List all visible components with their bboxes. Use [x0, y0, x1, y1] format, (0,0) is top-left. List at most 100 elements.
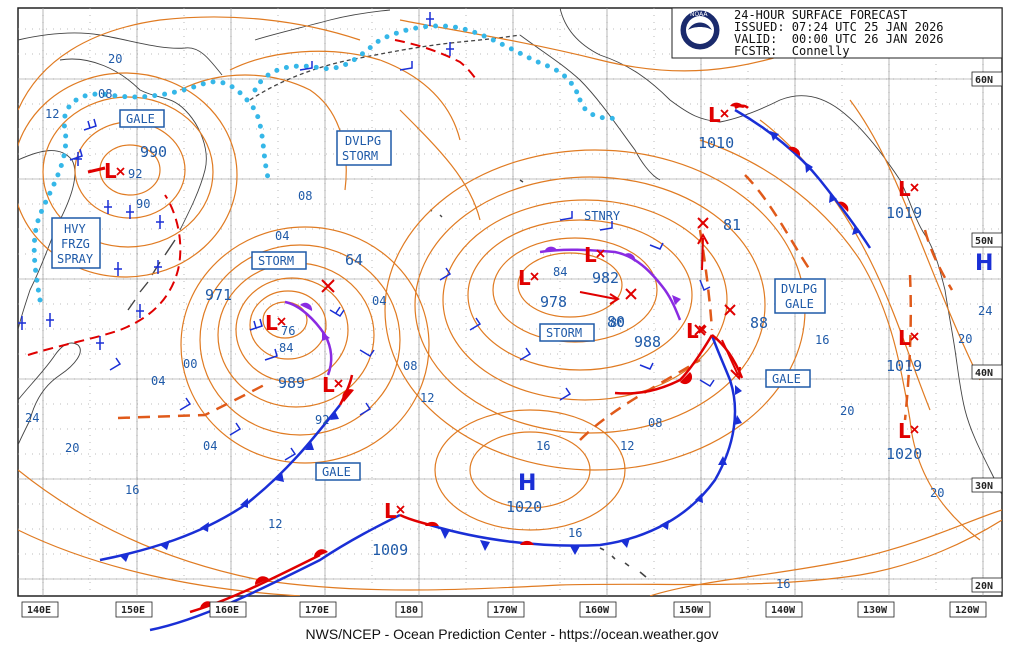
header-forecaster: FCSTR: Connelly — [734, 44, 850, 58]
isobar-label: 08 — [403, 359, 417, 373]
kamchatka-coast — [59, 58, 207, 231]
lon-130w: 130W — [863, 605, 888, 616]
gale-box-e — [765, 369, 811, 388]
pressure-88: 88 — [750, 314, 768, 332]
gale-box-nw — [119, 109, 165, 128]
pressure-989: 989 — [278, 374, 305, 392]
dvlpg-storm-box — [336, 130, 392, 166]
alaska-coast — [559, 8, 901, 181]
header-valid: VALID: 00:00 UTC 26 JAN 2026 — [734, 32, 944, 46]
pressure-80: 80 — [607, 313, 625, 331]
bc-coast — [899, 179, 956, 351]
isobar-label: 12 — [268, 517, 282, 531]
low-letter-1010: L — [708, 103, 721, 127]
isobar-label: 12 — [45, 107, 59, 121]
isobar-label: 92 — [315, 413, 329, 427]
isobar-label: 90 — [136, 197, 150, 211]
high-letter-central: H — [518, 471, 536, 496]
dvlpg-storm-line2: STORM — [342, 149, 378, 163]
japan-coast — [18, 342, 81, 446]
low-letter-1019a: L — [898, 177, 911, 201]
storm-label-c: STORM — [546, 326, 582, 340]
pressure-990: 990 — [140, 143, 167, 161]
storm-label-w: STORM — [258, 254, 294, 268]
isobar-label: 24 — [25, 411, 39, 425]
stnry-label: STNRY — [584, 209, 621, 223]
dvlpg-gale-box — [774, 278, 826, 314]
lon-120w: 120W — [955, 605, 980, 616]
pressure-64: 64 — [345, 251, 363, 269]
isobar-label: 16 — [536, 439, 550, 453]
isobar-label: 04 — [203, 439, 217, 453]
map-frame — [17, 7, 1003, 597]
isobar-label: 12 — [620, 439, 634, 453]
low-letter-1019b: L — [898, 326, 911, 350]
grid-major — [18, 8, 1002, 596]
low-x-marks — [116, 109, 919, 514]
low-letter-1020: L — [898, 419, 911, 443]
lon-150e: 150E — [121, 605, 145, 616]
squall-line — [27, 39, 479, 356]
ice-edge — [31, 23, 623, 303]
low-letter-989: L — [322, 373, 335, 397]
gale-label-nw: GALE — [126, 112, 155, 126]
pressure-1019a: 1019 — [886, 204, 922, 222]
hvy-line: HVY — [64, 222, 86, 236]
bering-coast — [254, 9, 391, 41]
pressure-982: 982 — [592, 269, 619, 287]
troughs — [117, 174, 954, 441]
longitude-labels: 140E 150E 160E 170E 180 170W 160W 150W 1… — [21, 601, 987, 618]
lon-180: 180 — [400, 605, 418, 616]
storm-box-c — [539, 323, 595, 342]
pressure-1010: 1010 — [698, 134, 734, 152]
pressure-1009: 1009 — [372, 541, 408, 559]
cold-front-barbs — [120, 131, 861, 562]
okhotsk-coast — [18, 32, 223, 76]
forecast-header: NOAA 24-HOUR SURFACE FORECAST ISSUED: 07… — [671, 7, 1003, 59]
header-issued: ISSUED: 07:24 UTC 25 JAN 2026 — [734, 20, 944, 34]
header-title: 24-HOUR SURFACE FORECAST — [734, 8, 907, 22]
footer-credit: NWS/NCEP - Ocean Prediction Center - htt… — [305, 626, 719, 642]
gale-label-e: GALE — [772, 372, 801, 386]
lon-170w: 170W — [493, 605, 518, 616]
hawaiian-islands — [599, 547, 647, 578]
low-letter-nw: L — [104, 159, 117, 183]
hvy-frzg-spray-box — [51, 217, 101, 269]
low-letter-1009: L — [384, 499, 397, 523]
gale-box-s — [315, 462, 361, 481]
frzg-line: FRZG — [61, 237, 90, 251]
dvlpg-storm-line1: DVLPG — [345, 134, 381, 148]
lat-20n: 20N — [975, 581, 993, 592]
isobar-label: 24 — [978, 304, 992, 318]
gale-label-s: GALE — [322, 465, 351, 479]
lon-160e: 160E — [215, 605, 239, 616]
alaska-peninsula — [519, 34, 661, 181]
storm-box-w — [251, 251, 307, 270]
low-center-marks — [321, 217, 736, 336]
warning-labels: GALE DVLPG STORM HVY FRZG SPRAY STORM GA… — [51, 109, 826, 481]
aleutian-chain — [249, 34, 521, 101]
isobar-label: 84 — [553, 265, 567, 279]
occluded-symbols — [300, 246, 681, 341]
pressure-81: 81 — [723, 216, 741, 234]
dvlpg-gale-line2: GALE — [785, 297, 814, 311]
isobar-label: 04 — [275, 229, 289, 243]
isobar-label: 04 — [372, 294, 386, 308]
pressure-1020-low: 1020 — [886, 445, 922, 463]
pressure-971: 971 — [205, 286, 232, 304]
ice-symbols — [18, 12, 454, 350]
low-letter-988: L — [686, 319, 699, 343]
pressure-988: 988 — [634, 333, 661, 351]
lat-40n: 40N — [975, 368, 993, 379]
isobar-label: 04 — [151, 374, 165, 388]
pressure-1020-high: 1020 — [506, 498, 542, 516]
isobar-label: 00 — [183, 357, 197, 371]
pressure-978: 978 — [540, 293, 567, 311]
high-letter-east: H — [975, 251, 993, 276]
isobar-label: 20 — [840, 404, 854, 418]
isobar-label: 20 — [958, 332, 972, 346]
low-letter-central: L — [518, 266, 531, 290]
lon-150w: 150W — [679, 605, 704, 616]
lat-60n: 60N — [975, 75, 993, 86]
